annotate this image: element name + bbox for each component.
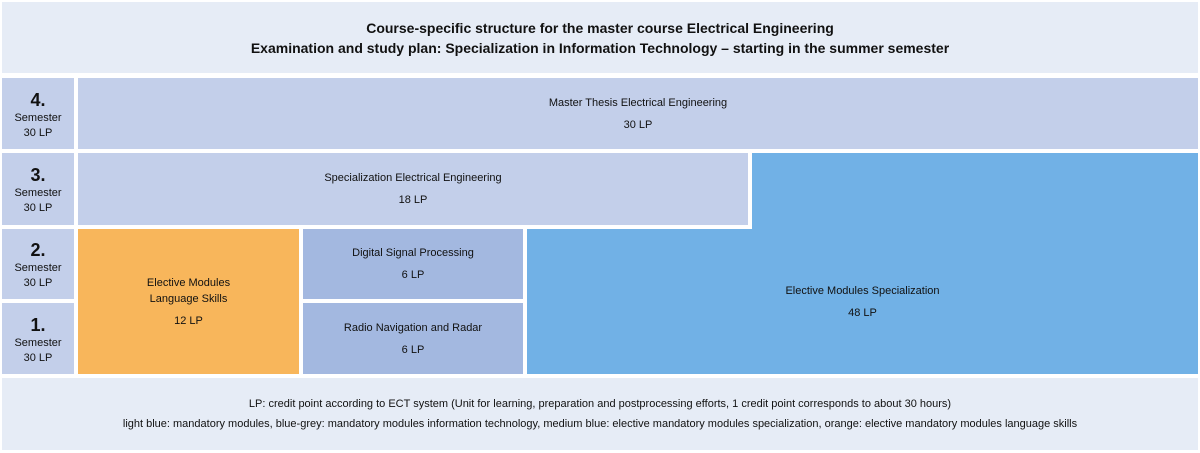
semester-credits: 30 LP <box>23 351 53 364</box>
module-credits: 48 LP <box>848 306 877 319</box>
module-title: Master Thesis Electrical Engineering <box>548 96 728 109</box>
module-title-line1: Elective Modules <box>146 276 231 289</box>
legend-credit-point-note: LP: credit point according to ECT system… <box>248 398 952 410</box>
semester-number: 1. <box>30 314 46 335</box>
module-master-thesis: Master Thesis Electrical Engineering 30 … <box>78 78 1198 149</box>
module-title-line2: Language Skills <box>149 292 228 305</box>
semester-word: Semester <box>14 187 62 199</box>
semester-credits: 30 LP <box>23 202 53 214</box>
semester-1-label: 1. Semester 30 LP <box>2 303 74 374</box>
module-credits: 6 LP <box>401 269 425 281</box>
semester-2-label: 2. Semester 30 LP <box>2 229 74 299</box>
module-specialization-ee: Specialization Electrical Engineering 18… <box>78 153 748 225</box>
plan-title: Course-specific structure for the master… <box>366 19 834 36</box>
module-title: Elective Modules Specialization <box>785 284 940 297</box>
semester-word: Semester <box>14 262 62 274</box>
semester-word: Semester <box>14 336 62 349</box>
module-credits: 12 LP <box>174 314 203 327</box>
semester-word: Semester <box>14 111 62 124</box>
semester-number: 4. <box>30 89 46 110</box>
plan-footer-legend: LP: credit point according to ECT system… <box>2 378 1198 450</box>
plan-header: Course-specific structure for the master… <box>2 2 1198 73</box>
semester-3-label: 3. Semester 30 LP <box>2 153 74 225</box>
module-credits: 6 LP <box>401 343 425 356</box>
module-radio-navigation: Radio Navigation and Radar 6 LP <box>303 303 523 374</box>
module-credits: 30 LP <box>623 118 653 131</box>
module-elective-specialization-upper <box>752 153 1198 233</box>
semester-credits: 30 LP <box>23 277 53 289</box>
module-elective-specialization: Elective Modules Specialization 48 LP <box>527 229 1198 374</box>
module-digital-signal-processing: Digital Signal Processing 6 LP <box>303 229 523 299</box>
legend-color-key: light blue: mandatory modules, blue-grey… <box>122 418 1078 430</box>
module-title: Specialization Electrical Engineering <box>324 172 502 184</box>
module-credits: 18 LP <box>398 194 428 206</box>
semester-credits: 30 LP <box>23 126 53 139</box>
plan-subtitle: Examination and study plan: Specializati… <box>250 39 950 56</box>
module-title: Radio Navigation and Radar <box>343 321 483 334</box>
semester-number: 2. <box>30 240 46 260</box>
semester-4-label: 4. Semester 30 LP <box>2 78 74 149</box>
semester-number: 3. <box>30 165 46 185</box>
module-language-skills: Elective Modules Language Skills 12 LP <box>78 229 299 374</box>
module-title: Digital Signal Processing <box>352 247 474 259</box>
